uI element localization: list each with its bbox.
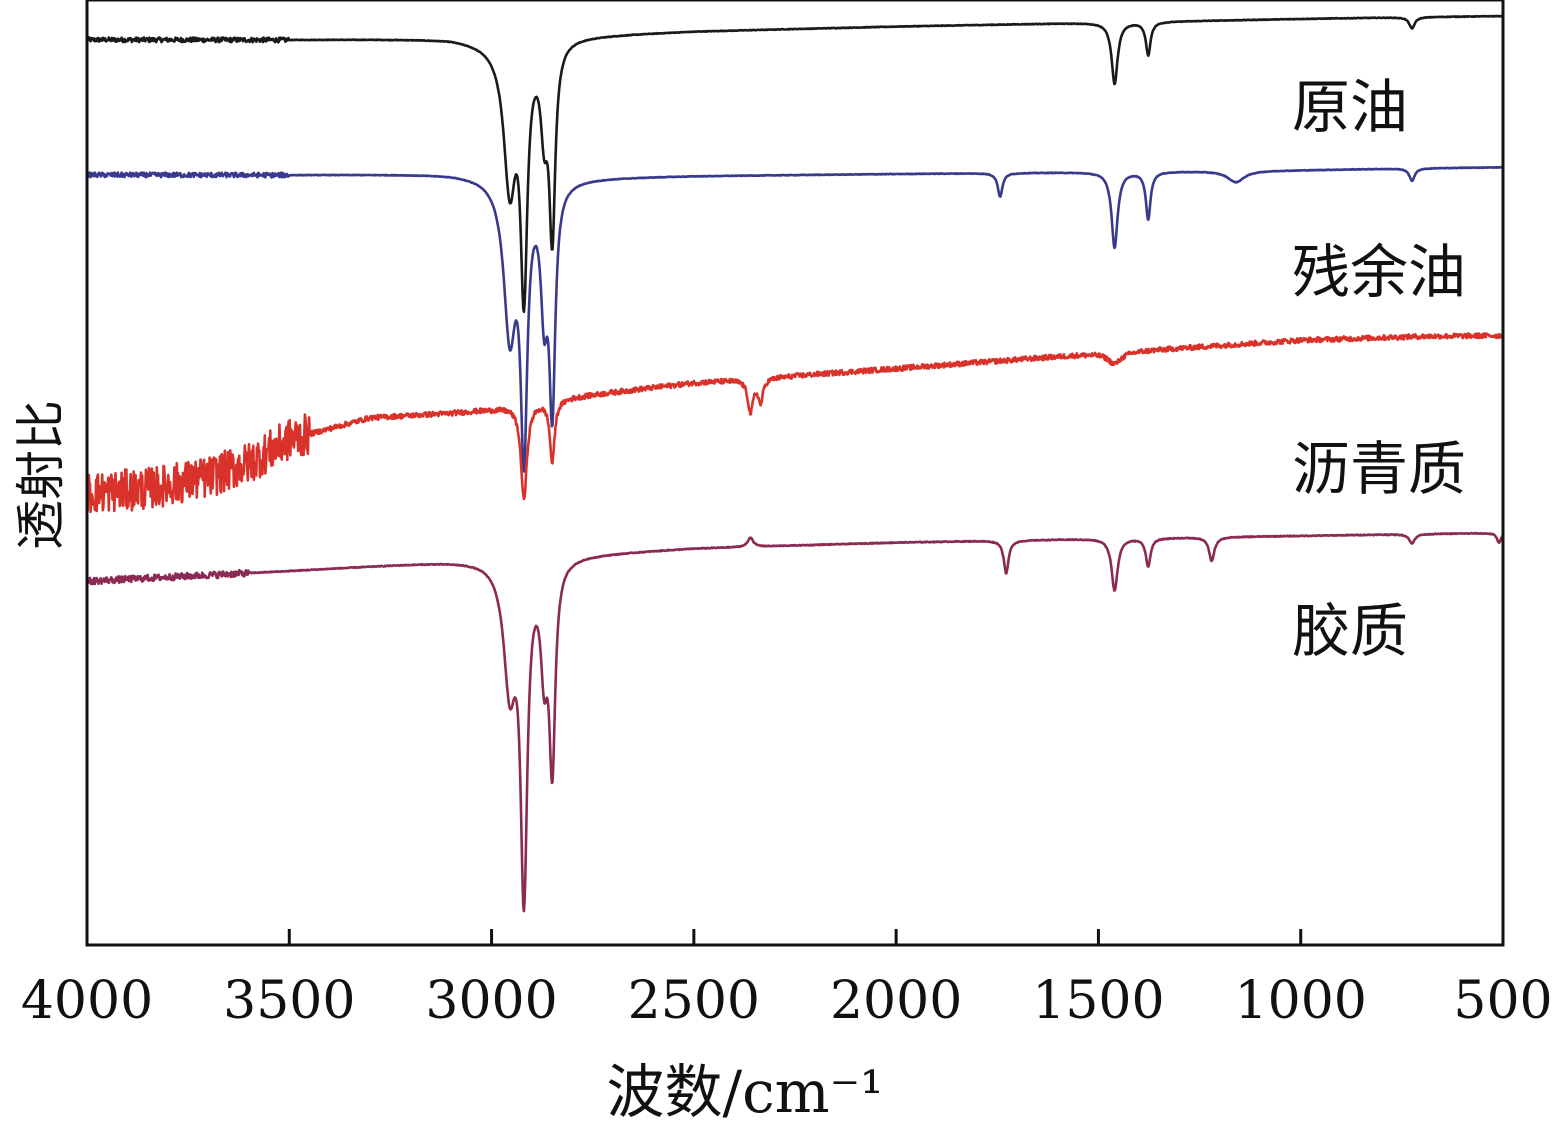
series-line-1 <box>85 14 1504 314</box>
x-axis-label: 波数/cm⁻¹ <box>607 1058 884 1126</box>
y-axis-label: 透射比 <box>12 400 70 550</box>
x-tick-label: 4000 <box>21 971 153 1031</box>
x-tick-label: 2500 <box>628 971 760 1031</box>
plot-frame <box>85 0 1505 947</box>
series-line-4 <box>85 531 1504 913</box>
series-label-1: 原油 <box>1292 73 1408 141</box>
x-tick-label: 3500 <box>223 971 355 1031</box>
series-curves <box>85 14 1505 913</box>
x-tick-label: 1000 <box>1235 971 1367 1031</box>
series-label-4: 胶质 <box>1292 597 1408 665</box>
series-label-3: 沥青质 <box>1292 435 1466 503</box>
series-label-2: 残余油 <box>1292 238 1466 306</box>
x-tick-label: 500 <box>1453 971 1552 1031</box>
x-tick-label: 2000 <box>830 971 962 1031</box>
series-line-2 <box>85 165 1504 473</box>
x-axis-ticks: 4000 3500 3000 2500 2000 1500 1000 500 <box>21 929 1553 1031</box>
x-tick-label: 3000 <box>425 971 557 1031</box>
x-tick-label: 1500 <box>1032 971 1164 1031</box>
series-line-3 <box>85 332 1505 514</box>
